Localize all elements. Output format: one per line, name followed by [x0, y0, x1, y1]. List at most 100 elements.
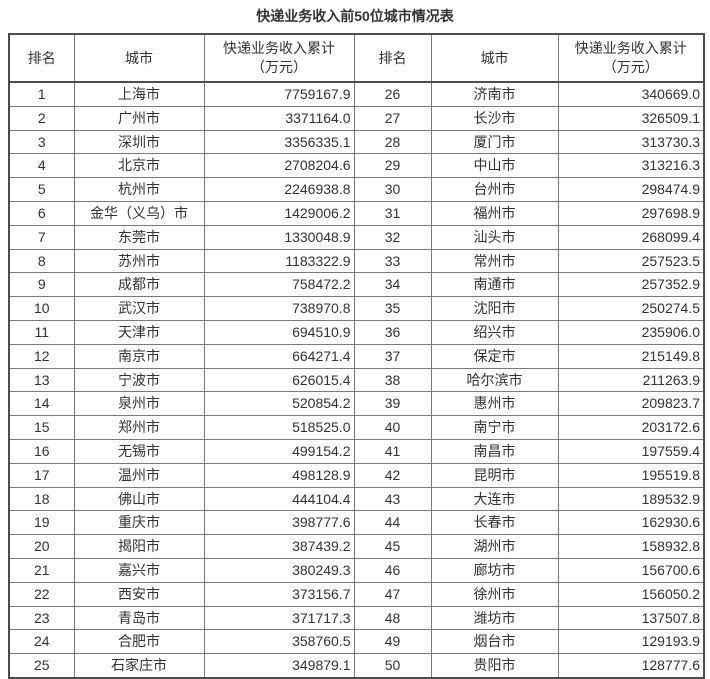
rank-cell-right: 37	[353, 343, 432, 369]
rank-cell-right: 33	[353, 248, 432, 274]
rank-cell-right: 45	[353, 534, 432, 559]
rank-cell-left: 3	[8, 129, 75, 155]
rank-cell-left: 21	[8, 557, 75, 583]
city-cell-right: 福州市	[430, 200, 559, 226]
value-cell-right: 257352.9	[557, 272, 705, 298]
rank-cell-right: 32	[353, 224, 432, 250]
city-cell-left: 佛山市	[73, 486, 205, 512]
rank-cell-right: 49	[353, 629, 432, 655]
table-row: 19 重庆市 398777.6 44 长春市 162930.6	[8, 510, 705, 536]
header-revenue-right: 快递业务收入累计 （万元）	[557, 33, 705, 83]
value-cell-left: 626015.4	[203, 367, 355, 393]
table-row: 18 佛山市 444104.4 43 大连市 189532.9	[8, 486, 705, 512]
header-city-left: 城市	[73, 33, 205, 83]
table-row: 5 杭州市 2246938.8 30 台州市 298474.9	[8, 177, 705, 202]
value-cell-left: 498128.9	[203, 462, 355, 488]
rank-cell-left: 25	[8, 653, 75, 679]
value-cell-left: 1330048.9	[203, 224, 355, 250]
table-row: 3 深圳市 3356335.1 28 厦门市 313730.3	[8, 129, 705, 155]
value-cell-right: 137507.8	[557, 605, 705, 631]
city-cell-left: 无锡市	[73, 438, 205, 464]
rank-cell-left: 7	[8, 224, 75, 250]
header-revenue-left-line1: 快递业务收入累计	[223, 40, 335, 57]
value-cell-right: 268099.4	[557, 224, 705, 250]
header-row: 排名 城市 快递业务收入累计 （万元） 排名 城市 快递业务收入累计 （万元）	[8, 33, 705, 83]
page-title: 快递业务收入前50位城市情况表	[256, 8, 454, 24]
city-cell-right: 常州市	[430, 248, 559, 274]
city-cell-right: 台州市	[430, 177, 559, 202]
table-row: 1 上海市 7759167.9 26 济南市 340669.0	[8, 81, 705, 107]
rank-cell-right: 26	[353, 81, 432, 107]
rank-cell-right: 43	[353, 486, 432, 512]
table-row: 4 北京市 2708204.6 29 中山市 313216.3	[8, 153, 705, 179]
value-cell-left: 694510.9	[203, 319, 355, 345]
value-cell-left: 398777.6	[203, 510, 355, 536]
rank-cell-right: 30	[353, 177, 432, 202]
city-cell-left: 北京市	[73, 153, 205, 179]
value-cell-left: 2246938.8	[203, 177, 355, 202]
city-cell-right: 汕头市	[430, 224, 559, 250]
city-cell-right: 南宁市	[430, 415, 559, 440]
city-cell-left: 嘉兴市	[73, 557, 205, 583]
value-cell-right: 197559.4	[557, 438, 705, 464]
value-cell-left: 380249.3	[203, 557, 355, 583]
city-cell-left: 金华（义乌）市	[73, 200, 205, 226]
value-cell-right: 215149.8	[557, 343, 705, 369]
rank-cell-right: 36	[353, 319, 432, 345]
value-cell-right: 189532.9	[557, 486, 705, 512]
rank-cell-left: 19	[8, 510, 75, 536]
rank-cell-right: 41	[353, 438, 432, 464]
rank-cell-left: 17	[8, 462, 75, 488]
rank-cell-left: 15	[8, 415, 75, 440]
rank-cell-left: 24	[8, 629, 75, 655]
city-cell-left: 重庆市	[73, 510, 205, 536]
city-cell-right: 中山市	[430, 153, 559, 179]
value-cell-left: 349879.1	[203, 653, 355, 679]
value-cell-right: 313730.3	[557, 129, 705, 155]
city-cell-right: 长春市	[430, 510, 559, 536]
rank-cell-right: 44	[353, 510, 432, 536]
value-cell-left: 3371164.0	[203, 105, 355, 131]
city-cell-right: 南通市	[430, 272, 559, 298]
rank-cell-left: 5	[8, 177, 75, 202]
city-cell-right: 南昌市	[430, 438, 559, 464]
value-cell-right: 156050.2	[557, 581, 705, 607]
value-cell-left: 1429006.2	[203, 200, 355, 226]
city-cell-left: 宁波市	[73, 367, 205, 393]
rank-cell-right: 28	[353, 129, 432, 155]
city-cell-right: 沈阳市	[430, 296, 559, 321]
rank-cell-right: 40	[353, 415, 432, 440]
rank-cell-left: 8	[8, 248, 75, 274]
value-cell-right: 211263.9	[557, 367, 705, 393]
rank-cell-left: 14	[8, 391, 75, 417]
header-city-right: 城市	[430, 33, 559, 83]
value-cell-left: 518525.0	[203, 415, 355, 440]
value-cell-left: 738970.8	[203, 296, 355, 321]
rank-cell-left: 18	[8, 486, 75, 512]
table-row: 17 温州市 498128.9 42 昆明市 195519.8	[8, 462, 705, 488]
rank-cell-left: 9	[8, 272, 75, 298]
rank-cell-right: 29	[353, 153, 432, 179]
rank-cell-right: 50	[353, 653, 432, 679]
rank-cell-left: 11	[8, 319, 75, 345]
header-revenue-right-line2: （万元）	[602, 59, 659, 75]
table-row: 12 南京市 664271.4 37 保定市 215149.8	[8, 343, 705, 369]
rank-cell-right: 38	[353, 367, 432, 393]
city-cell-left: 温州市	[73, 462, 205, 488]
table-row: 7 东莞市 1330048.9 32 汕头市 268099.4	[8, 224, 705, 250]
rank-cell-right: 42	[353, 462, 432, 488]
value-cell-left: 520854.2	[203, 391, 355, 417]
rank-cell-left: 4	[8, 153, 75, 179]
rank-cell-right: 48	[353, 605, 432, 631]
rank-cell-left: 22	[8, 581, 75, 607]
table-row: 15 郑州市 518525.0 40 南宁市 203172.6	[8, 415, 705, 440]
value-cell-left: 444104.4	[203, 486, 355, 512]
value-cell-left: 664271.4	[203, 343, 355, 369]
city-cell-left: 苏州市	[73, 248, 205, 274]
rank-cell-left: 23	[8, 605, 75, 631]
value-cell-right: 203172.6	[557, 415, 705, 440]
table-row: 13 宁波市 626015.4 38 哈尔滨市 211263.9	[8, 367, 705, 393]
value-cell-left: 387439.2	[203, 534, 355, 559]
value-cell-right: 235906.0	[557, 319, 705, 345]
value-cell-right: 326509.1	[557, 105, 705, 131]
